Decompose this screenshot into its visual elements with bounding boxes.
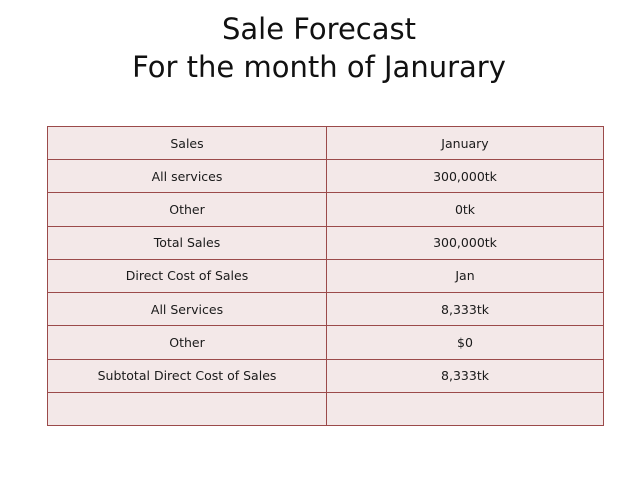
row-label: All Services xyxy=(47,292,327,327)
row-value: $0 xyxy=(326,325,604,360)
table-row: Other 0tk xyxy=(47,192,604,227)
row-label: Direct Cost of Sales xyxy=(47,258,327,294)
forecast-table: Sales January All services 300,000tk Oth… xyxy=(47,125,604,427)
row-value: 8,333tk xyxy=(326,292,604,327)
row-value: January xyxy=(326,125,604,161)
table-row: Subtotal Direct Cost of Sales 8,333tk xyxy=(47,358,604,393)
title-line-1: Sale Forecast xyxy=(221,12,416,46)
row-value: 300,000tk xyxy=(326,159,604,194)
row-label: Other xyxy=(47,325,327,360)
row-label xyxy=(47,391,327,427)
table-row xyxy=(47,391,604,427)
row-label: Sales xyxy=(47,125,327,161)
row-value: 300,000tk xyxy=(326,225,604,260)
row-label: All services xyxy=(47,159,327,194)
table-row: Other $0 xyxy=(47,325,604,360)
row-value: Jan xyxy=(326,258,604,294)
row-value xyxy=(326,391,604,427)
title-line-2: For the month of Janurary xyxy=(132,50,506,84)
table-row: All services 300,000tk xyxy=(47,159,604,194)
page-title: Sale Forecast For the month of Janurary xyxy=(0,10,638,86)
row-label: Other xyxy=(47,192,327,227)
table-row: Sales January xyxy=(47,125,604,161)
row-label: Total Sales xyxy=(47,225,327,260)
row-label: Subtotal Direct Cost of Sales xyxy=(47,358,327,393)
table-row: All Services 8,333tk xyxy=(47,292,604,327)
row-value: 8,333tk xyxy=(326,358,604,393)
row-value: 0tk xyxy=(326,192,604,227)
table-row: Direct Cost of Sales Jan xyxy=(47,258,604,294)
table-row: Total Sales 300,000tk xyxy=(47,225,604,260)
